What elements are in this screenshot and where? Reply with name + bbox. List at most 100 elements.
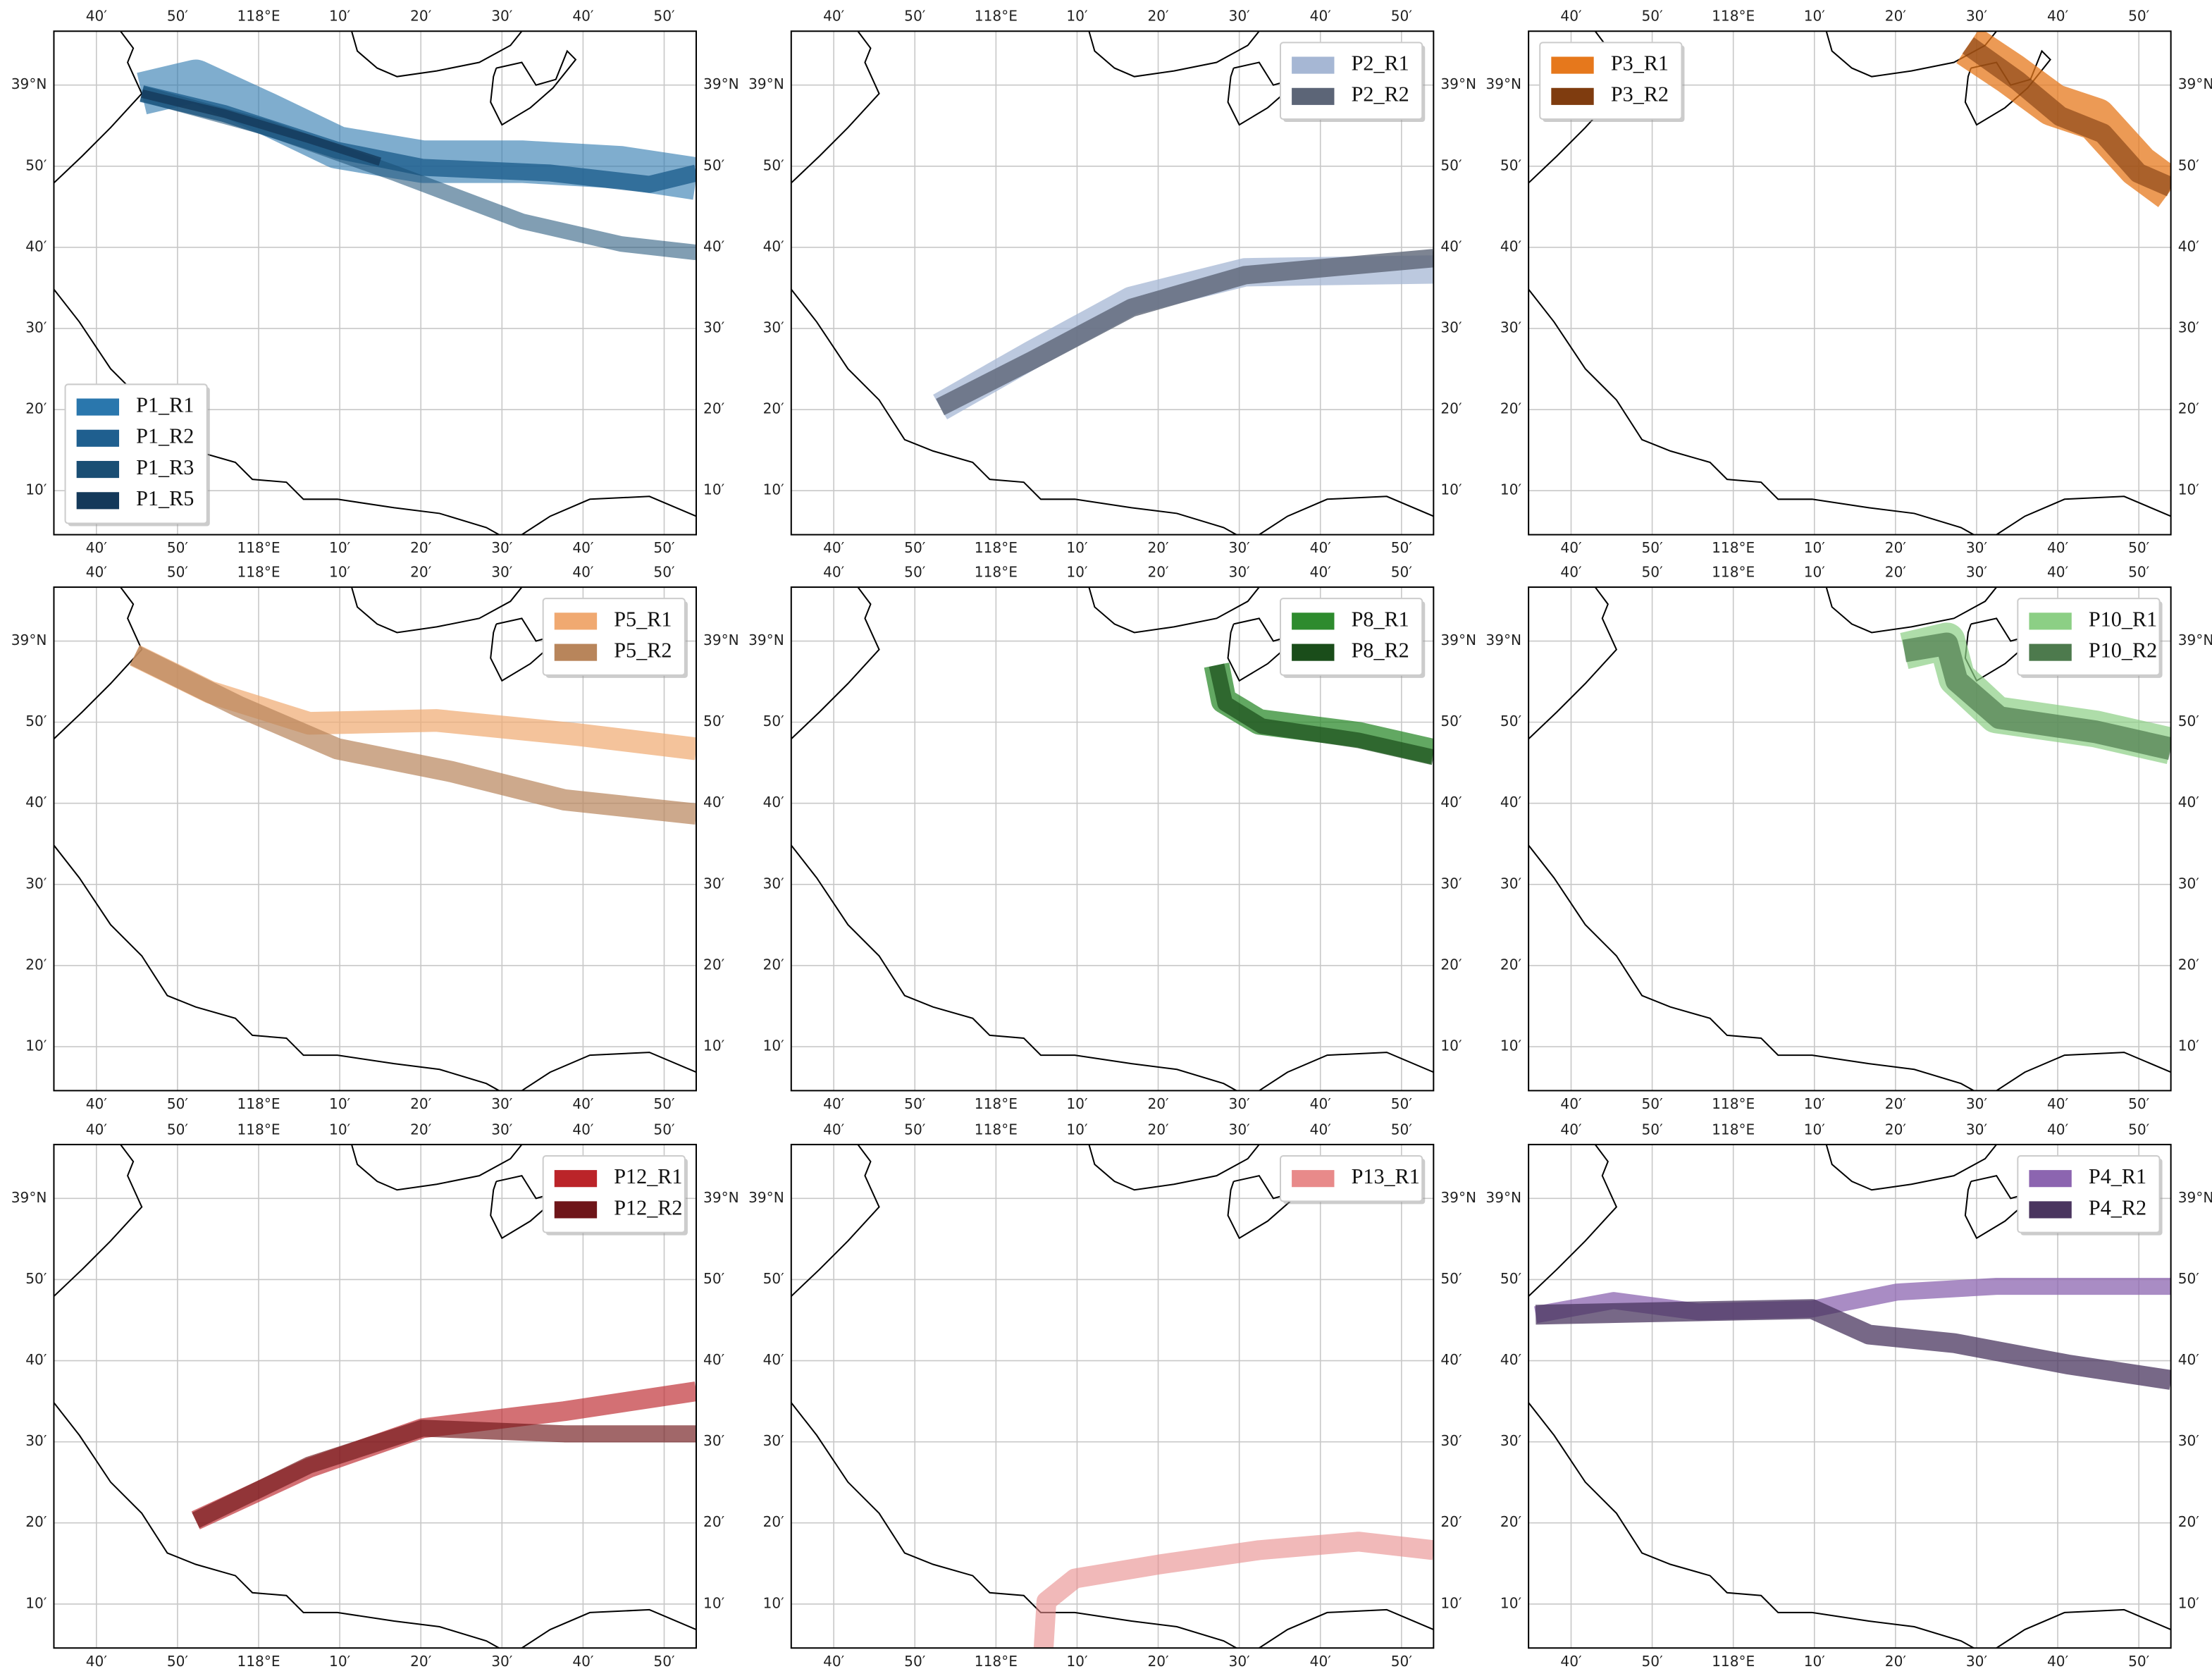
x-tick-label: 40′ [1310, 1121, 1332, 1138]
y-tick-label: 30′ [25, 1432, 47, 1449]
y-tick-label: 40′ [1440, 238, 1462, 254]
x-tick-label: 40′ [823, 8, 845, 25]
x-tick-label: 20′ [1885, 8, 1907, 25]
y-tick-label: 10′ [2178, 481, 2200, 498]
legend-label: P10_R1 [2089, 607, 2157, 631]
x-tick-label: 10′ [329, 1095, 351, 1112]
x-tick-label: 40′ [86, 1121, 108, 1138]
legend-swatch [1292, 643, 1335, 661]
legend-swatch [2029, 643, 2072, 661]
y-tick-label: 40′ [703, 1351, 725, 1368]
x-tick-label: 10′ [329, 1653, 351, 1669]
y-tick-label: 40′ [2178, 794, 2200, 811]
x-tick-label: 50′ [653, 563, 675, 580]
x-tick-label: 118°E [237, 539, 280, 556]
x-tick-label: 20′ [410, 539, 432, 556]
y-tick-label: 20′ [703, 956, 725, 973]
x-tick-label: 40′ [1560, 8, 1582, 25]
x-tick-label: 118°E [1712, 1095, 1755, 1112]
legend-swatch [1551, 56, 1594, 74]
x-tick-label: 50′ [167, 1095, 189, 1112]
x-tick-label: 10′ [1804, 1095, 1826, 1112]
y-tick-label: 20′ [1440, 956, 1462, 973]
x-tick-label: 50′ [653, 1095, 675, 1112]
legend-swatch [2029, 612, 2072, 630]
x-tick-label: 20′ [1147, 1653, 1169, 1669]
x-tick-label: 10′ [1066, 1121, 1088, 1138]
x-tick-label: 40′ [572, 1095, 594, 1112]
x-tick-label: 30′ [1966, 539, 1988, 556]
y-tick-label: 30′ [763, 1432, 785, 1449]
x-tick-label: 10′ [1804, 563, 1826, 580]
x-tick-label: 50′ [167, 1121, 189, 1138]
x-tick-label: 50′ [1642, 563, 1664, 580]
x-tick-label: 30′ [1229, 1095, 1251, 1112]
y-tick-label: 50′ [763, 1270, 785, 1287]
y-tick-label: 10′ [763, 1594, 785, 1611]
y-tick-label: 50′ [2178, 713, 2200, 729]
map-content [791, 1144, 1434, 1649]
y-tick-label: 40′ [25, 794, 47, 811]
x-tick-label: 50′ [2128, 539, 2150, 556]
x-tick-label: 50′ [167, 539, 189, 556]
y-tick-label: 40′ [25, 238, 47, 254]
y-tick-label: 10′ [703, 481, 725, 498]
y-tick-label: 39°N [1485, 75, 1521, 92]
y-tick-label: 10′ [1500, 1037, 1522, 1054]
x-tick-label: 20′ [1147, 563, 1169, 580]
legend: P13_R1 [1279, 1154, 1426, 1205]
y-tick-label: 20′ [703, 400, 725, 417]
x-tick-label: 118°E [1712, 8, 1755, 25]
y-tick-label: 39°N [703, 75, 739, 92]
x-tick-label: 40′ [1310, 563, 1332, 580]
y-tick-label: 30′ [2178, 875, 2200, 892]
y-tick-label: 10′ [1500, 1594, 1522, 1611]
y-tick-label: 10′ [763, 481, 785, 498]
trajectory [936, 249, 1434, 416]
x-tick-label: 40′ [823, 539, 845, 556]
y-tick-label: 39°N [11, 75, 47, 92]
x-tick-label: 50′ [653, 539, 675, 556]
map-panel: 40′ 40′ 50′ 50′ 118°E 118°E 10′ 10′ 20′ 20′ 30′ 30′… [11, 563, 739, 1112]
map-frame [1528, 30, 2172, 536]
x-tick-label: 50′ [2128, 8, 2150, 25]
legend-label: P4_R2 [2089, 1195, 2146, 1219]
x-tick-label: 40′ [2047, 1121, 2069, 1138]
trajectory [140, 89, 382, 166]
legend: P5_R1 P5_R2 [542, 598, 688, 678]
legend-box [64, 383, 208, 524]
legend-label: P5_R2 [614, 639, 672, 663]
x-tick-label: 40′ [2047, 1653, 2069, 1669]
x-tick-label: 118°E [237, 563, 280, 580]
x-tick-label: 10′ [329, 1121, 351, 1138]
x-tick-label: 118°E [1712, 1121, 1755, 1138]
y-tick-label: 40′ [1500, 794, 1522, 811]
y-tick-label: 39°N [748, 632, 784, 648]
y-tick-label: 50′ [25, 156, 47, 173]
map-panel: 40′ 40′ 50′ 50′ 118°E 118°E 10′ 10′ 20′ 20′ 30′ 30′… [748, 563, 1476, 1112]
x-tick-label: 118°E [975, 1095, 1018, 1112]
y-tick-label: 20′ [25, 956, 47, 973]
x-tick-label: 118°E [237, 1121, 280, 1138]
x-tick-label: 30′ [491, 1653, 513, 1669]
x-tick-label: 40′ [823, 563, 845, 580]
legend-label: P13_R1 [1352, 1164, 1420, 1188]
legend-label: P2_R1 [1352, 51, 1409, 75]
y-tick-label: 39°N [1440, 1189, 1476, 1206]
legend-label: P8_R2 [1352, 639, 1409, 663]
x-tick-label: 50′ [904, 1121, 926, 1138]
x-tick-label: 50′ [2128, 563, 2150, 580]
y-tick-label: 40′ [1500, 1351, 1522, 1368]
x-tick-label: 10′ [329, 8, 351, 25]
y-tick-label: 39°N [748, 75, 784, 92]
x-tick-label: 20′ [1885, 563, 1907, 580]
x-tick-label: 40′ [2047, 1095, 2069, 1112]
legend: P2_R1 P2_R2 [1279, 42, 1426, 123]
map-content [791, 587, 1434, 1091]
map-frame [53, 1143, 697, 1649]
x-tick-label: 118°E [1712, 563, 1755, 580]
y-tick-label: 39°N [2178, 1189, 2212, 1206]
map-content [791, 31, 1434, 535]
y-tick-label: 40′ [703, 238, 725, 254]
y-tick-label: 20′ [1500, 956, 1522, 973]
